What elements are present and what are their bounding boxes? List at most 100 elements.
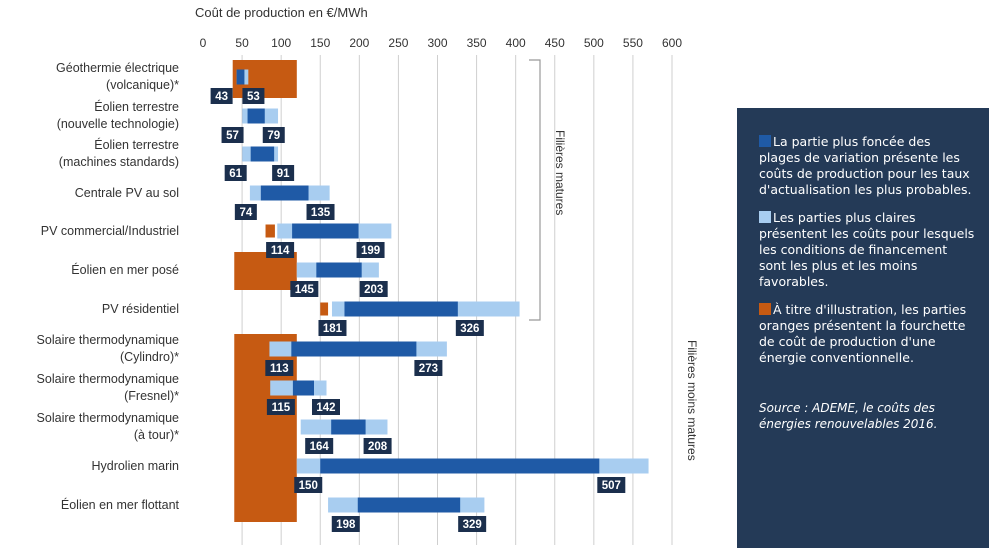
legend-item-orange: À titre d'illustration, les parties oran… [759, 302, 975, 366]
dark-range-bar [292, 380, 314, 396]
x-tick-label: 50 [235, 36, 249, 50]
x-tick-label: 300 [427, 36, 447, 50]
value-label-box [290, 281, 319, 297]
dark-range-bar [357, 497, 461, 513]
value-label-high: 273 [419, 363, 438, 375]
legend-text-light: Les parties plus claires présentent les … [759, 210, 975, 289]
dark-range-bar [344, 301, 458, 317]
legend-swatch-orange [759, 303, 771, 315]
value-label-box [356, 242, 385, 258]
x-tick-label: 0 [200, 36, 207, 50]
value-label-low: 164 [310, 441, 330, 453]
value-label-box [331, 516, 360, 532]
value-label-box [305, 438, 334, 454]
value-label-low: 57 [226, 130, 239, 142]
value-label-box [262, 127, 285, 143]
value-label-box [414, 360, 443, 376]
conventional-range [320, 302, 329, 316]
bracket-mature [529, 59, 541, 321]
legend-item-light: Les parties plus claires présentent les … [759, 210, 975, 290]
value-label-high: 91 [277, 168, 290, 180]
x-tick-label: 550 [623, 36, 643, 50]
x-tick-label: 450 [545, 36, 565, 50]
x-tick-label: 600 [662, 36, 682, 50]
value-label-box [359, 281, 388, 297]
x-tick-label: 500 [584, 36, 604, 50]
category-label: Éolien terrestre [94, 99, 179, 114]
value-label-box [221, 127, 244, 143]
value-label-box [224, 165, 247, 181]
source-note: Source : ADEME, le coûts des énergies re… [759, 401, 938, 431]
value-label-high: 199 [361, 245, 380, 257]
value-label-box [363, 438, 392, 454]
category-label: Éolien terrestre [94, 137, 179, 152]
value-labels: 43 53 57 79 61 91 74 135 114 199 145 203 181 326 113 27… [210, 88, 626, 532]
category-label: Solaire thermodynamique [37, 411, 179, 425]
value-label-low: 61 [229, 168, 242, 180]
legend-item-dark: La partie plus foncée des plages de vari… [759, 134, 975, 198]
conventional-range [234, 252, 297, 290]
category-label: PV commercial/Industriel [41, 224, 179, 238]
category-label: Solaire thermodynamique [37, 333, 179, 347]
value-label-high: 326 [460, 323, 479, 335]
group-label-mature: Filières matures [553, 130, 567, 215]
dark-range-bar [316, 262, 362, 278]
cost-chart: Coût de production en €/MWh 0 50 100 150 200… [37, 5, 699, 545]
conventional-range [265, 224, 275, 238]
dark-range-bar [291, 341, 417, 357]
value-label-box [458, 516, 487, 532]
value-label-box [294, 477, 323, 493]
dark-range-bar [320, 458, 600, 474]
value-label-box [272, 165, 295, 181]
value-label-box [266, 242, 295, 258]
x-tick-label: 150 [310, 36, 330, 50]
dark-range-bar [260, 185, 309, 201]
category-label: (Cylindro)* [120, 350, 179, 364]
value-label-low: 150 [299, 480, 318, 492]
category-label: (Fresnel)* [124, 389, 179, 403]
value-label-low: 113 [270, 363, 289, 375]
category-label: (nouvelle technologie) [57, 117, 179, 131]
value-label-low: 198 [336, 519, 356, 531]
value-label-box [318, 320, 347, 336]
value-label-box [306, 204, 335, 220]
group-label-less-mature: Filières moins matures [685, 340, 699, 461]
category-label: Hydrolien marin [91, 459, 179, 473]
chart-title: Coût de production en €/MWh [195, 5, 368, 20]
value-label-low: 114 [271, 245, 290, 257]
x-tick-label: 250 [388, 36, 408, 50]
value-label-high: 142 [316, 402, 335, 414]
category-label: (volcanique)* [106, 78, 179, 92]
value-label-box [234, 204, 257, 220]
dark-range-bar [236, 69, 245, 85]
category-label: Éolien en mer flottant [61, 497, 180, 512]
x-tick-label: 100 [271, 36, 291, 50]
legend-text-dark: La partie plus foncée des plages de vari… [759, 134, 972, 197]
value-label-low: 115 [272, 402, 291, 414]
value-label-high: 507 [602, 480, 621, 492]
x-tick-label: 200 [349, 36, 369, 50]
legend-swatch-dark [759, 135, 771, 147]
x-tick-label: 350 [467, 36, 487, 50]
category-label: Centrale PV au sol [75, 186, 179, 200]
category-label: Éolien en mer posé [71, 262, 179, 277]
category-labels: Géothermie électrique (volcanique)* Éolien… [37, 61, 180, 512]
value-label-high: 135 [311, 207, 331, 219]
value-label-low: 145 [295, 284, 315, 296]
value-label-low: 43 [215, 91, 228, 103]
value-label-box [210, 88, 233, 104]
category-label: PV résidentiel [102, 302, 179, 316]
legend-text-orange: À titre d'illustration, les parties oran… [759, 302, 967, 365]
x-tick-label: 400 [506, 36, 526, 50]
dark-range-bar [292, 223, 359, 239]
dark-range-bar [247, 108, 265, 124]
category-label: (machines standards) [59, 155, 179, 169]
value-label-low: 74 [239, 207, 252, 219]
value-label-box [265, 360, 294, 376]
value-label-box [242, 88, 265, 104]
category-label: (à tour)* [134, 428, 179, 442]
value-label-box [311, 399, 340, 415]
group-brackets: Filières matures Filières moins matures [529, 59, 699, 461]
value-label-high: 203 [364, 284, 383, 296]
value-label-high: 329 [463, 519, 482, 531]
